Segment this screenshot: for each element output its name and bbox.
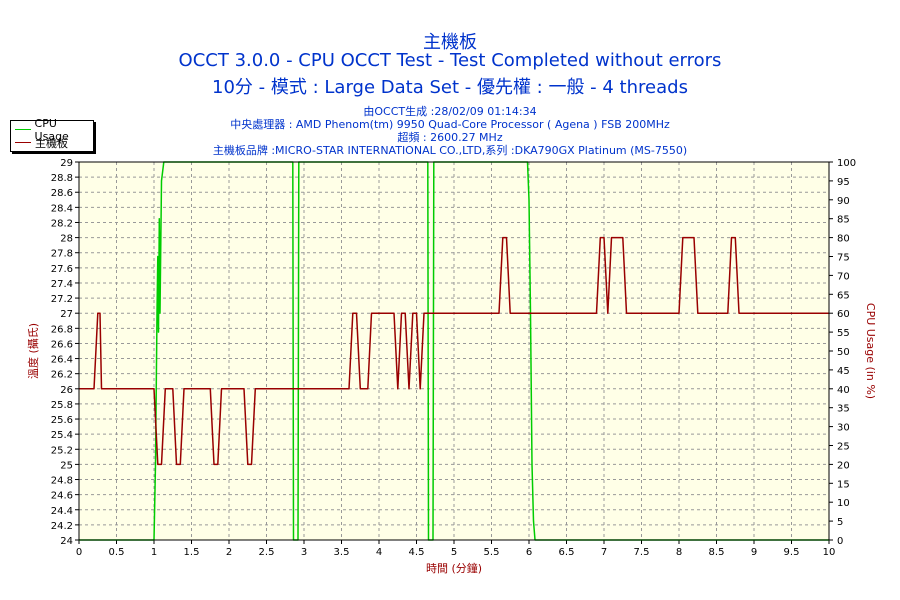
- legend-label-motherboard: 主機板: [35, 136, 68, 150]
- y-left-axis-label: 溫度 (攝氏): [26, 323, 40, 379]
- x-tick-label: 3.5: [334, 547, 350, 558]
- y-right-tick-label: 25: [837, 442, 850, 453]
- legend-swatch-cpu-usage: [15, 129, 31, 130]
- info-generated-by: 由OCCT生成 :28/02/09 01:14:34: [363, 105, 537, 118]
- y-left-tick-label: 25.8: [51, 400, 73, 411]
- y-left-tick-label: 27.4: [51, 279, 73, 290]
- x-tick-label: 5: [451, 547, 457, 558]
- y-left-tick-label: 26.2: [51, 370, 73, 381]
- y-left-tick-label: 24.8: [51, 476, 73, 487]
- y-left-tick-label: 28.6: [51, 188, 73, 199]
- legend-item-motherboard: 主機板: [15, 136, 68, 150]
- y-left-tick-label: 28.8: [51, 173, 73, 184]
- y-right-tick-label: 35: [837, 404, 850, 415]
- legend: CPU Usage 主機板: [10, 117, 94, 152]
- y-right-tick-label: 50: [837, 347, 850, 358]
- y-right-tick-label: 5: [837, 517, 843, 528]
- y-right-tick-label: 15: [837, 479, 850, 490]
- y-right-tick-label: 30: [837, 423, 850, 434]
- y-right-tick-label: 65: [837, 290, 850, 301]
- y-left-tick-label: 25: [60, 460, 73, 471]
- y-left-tick-label: 24.6: [51, 491, 73, 502]
- y-left-tick-label: 26: [60, 385, 73, 396]
- y-right-axis-label: CPU Usage (in %): [864, 303, 877, 399]
- y-left-tick-label: 25.6: [51, 415, 73, 426]
- y-left-tick-label: 24.2: [51, 521, 73, 532]
- y-right-tick-label: 90: [837, 196, 850, 207]
- chart-subtitle-1: OCCT 3.0.0 - CPU OCCT Test - Test Comple…: [178, 50, 722, 71]
- y-left-tick-label: 28.4: [51, 203, 73, 214]
- x-tick-label: 5.5: [484, 547, 500, 558]
- y-right-tick-label: 40: [837, 385, 850, 396]
- y-right-tick-label: 95: [837, 177, 850, 188]
- x-tick-label: 7: [601, 547, 607, 558]
- y-right-tick-label: 0: [837, 536, 843, 547]
- y-left-tick-label: 27: [60, 309, 73, 320]
- y-left-tick-label: 25.4: [51, 430, 73, 441]
- x-tick-label: 2: [226, 547, 232, 558]
- y-right-tick-label: 85: [837, 215, 850, 226]
- y-left-tick-label: 26.6: [51, 339, 73, 350]
- y-right-tick-label: 45: [837, 366, 850, 377]
- series-line-motherboard: [79, 236, 829, 466]
- y-left-tick-label: 27.2: [51, 294, 73, 305]
- x-tick-label: 8: [676, 547, 682, 558]
- chart-title: 主機板: [423, 32, 477, 53]
- y-right-tick-label: 80: [837, 234, 850, 245]
- x-tick-label: 6: [526, 547, 532, 558]
- y-right-tick-label: 70: [837, 271, 850, 282]
- x-tick-label: 10: [823, 547, 836, 558]
- y-left-tick-label: 27.8: [51, 249, 73, 260]
- y-left-tick-label: 28.2: [51, 218, 73, 229]
- info-clock: 超頻 : 2600.27 MHz: [397, 131, 503, 144]
- x-axis-label: 時間 (分鐘): [426, 561, 482, 575]
- y-left-tick-label: 27.6: [51, 264, 73, 275]
- x-tick-label: 4.5: [409, 547, 425, 558]
- x-tick-label: 9: [751, 547, 757, 558]
- y-left-tick-label: 24.4: [51, 506, 73, 517]
- y-left-tick-label: 26.4: [51, 355, 73, 366]
- info-cpu: 中央處理器 : AMD Phenom(tm) 9950 Quad-Core Pr…: [230, 118, 670, 131]
- x-tick-label: 9.5: [784, 547, 800, 558]
- chart-subtitle-2: 10分 - 模式 : Large Data Set - 優先權 : 一般 - 4…: [212, 77, 688, 98]
- x-tick-label: 2.5: [259, 547, 275, 558]
- x-tick-label: 1.5: [184, 547, 200, 558]
- x-tick-label: 3: [301, 547, 307, 558]
- y-left-tick-label: 25.2: [51, 445, 73, 456]
- x-tick-label: 7.5: [634, 547, 650, 558]
- x-tick-label: 4: [376, 547, 382, 558]
- x-tick-label: 0.5: [109, 547, 125, 558]
- y-left-tick-label: 29: [60, 158, 73, 169]
- legend-item-cpu-usage: CPU Usage: [15, 117, 93, 143]
- info-motherboard: 主機板品牌 :MICRO-STAR INTERNATIONAL CO.,LTD,…: [212, 144, 688, 157]
- y-right-tick-label: 55: [837, 328, 850, 339]
- y-left-tick-label: 28: [60, 234, 73, 245]
- y-right-tick-label: 100: [837, 158, 856, 169]
- plot-frame: [78, 161, 830, 541]
- y-left-tick-label: 26.8: [51, 324, 73, 335]
- y-right-tick-label: 75: [837, 253, 850, 264]
- x-tick-label: 8.5: [709, 547, 725, 558]
- y-right-tick-label: 60: [837, 309, 850, 320]
- x-tick-label: 6.5: [559, 547, 575, 558]
- x-tick-label: 1: [151, 547, 157, 558]
- y-right-tick-label: 10: [837, 498, 850, 509]
- x-tick-label: 0: [76, 547, 82, 558]
- y-right-tick-label: 20: [837, 460, 850, 471]
- legend-label-cpu-usage: CPU Usage: [34, 116, 69, 143]
- y-left-tick-label: 24: [60, 536, 73, 547]
- legend-swatch-motherboard: [15, 142, 31, 143]
